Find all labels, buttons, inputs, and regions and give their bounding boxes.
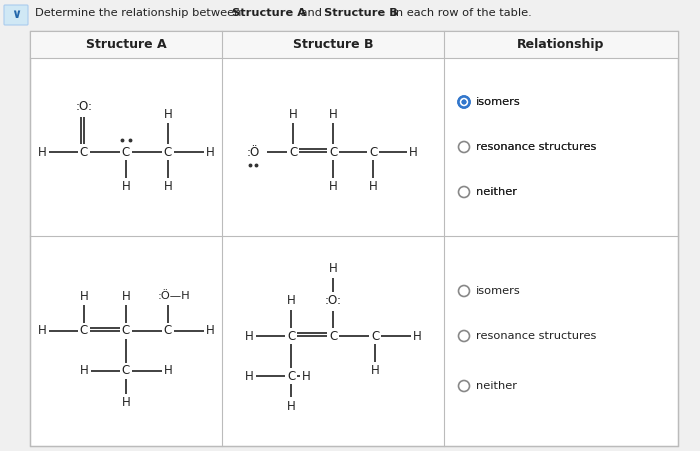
- Circle shape: [458, 97, 470, 107]
- Text: H: H: [369, 180, 377, 193]
- Text: H: H: [80, 364, 88, 377]
- Text: C: C: [122, 146, 130, 158]
- Text: ∨: ∨: [11, 9, 21, 22]
- Text: H: H: [328, 262, 337, 276]
- Text: neither: neither: [476, 187, 517, 197]
- Text: :O:: :O:: [325, 295, 342, 308]
- Circle shape: [458, 381, 470, 391]
- Text: C: C: [329, 146, 337, 158]
- Text: H: H: [38, 146, 46, 158]
- Text: C: C: [371, 330, 379, 342]
- Circle shape: [458, 97, 470, 107]
- Text: resonance structures: resonance structures: [476, 142, 596, 152]
- Text: H: H: [164, 364, 172, 377]
- Text: neither: neither: [476, 381, 517, 391]
- Text: H: H: [288, 107, 298, 120]
- Circle shape: [458, 187, 470, 198]
- Text: C: C: [329, 330, 337, 342]
- Text: H: H: [80, 290, 88, 303]
- Text: Structure A: Structure A: [85, 38, 167, 51]
- Text: H: H: [122, 180, 130, 193]
- Text: H: H: [328, 180, 337, 193]
- Text: H: H: [206, 146, 214, 158]
- Text: C: C: [287, 369, 295, 382]
- Circle shape: [461, 100, 466, 105]
- Circle shape: [461, 100, 466, 105]
- Text: C: C: [289, 146, 297, 158]
- Text: C: C: [122, 364, 130, 377]
- Text: :Ö: :Ö: [246, 146, 260, 158]
- Text: Relationship: Relationship: [517, 38, 605, 51]
- Text: H: H: [302, 369, 310, 382]
- Text: H: H: [122, 290, 130, 303]
- Text: H: H: [409, 146, 417, 158]
- Circle shape: [458, 142, 470, 152]
- Text: in each row of the table.: in each row of the table.: [389, 8, 532, 18]
- Text: C: C: [164, 325, 172, 337]
- Text: resonance structures: resonance structures: [476, 142, 596, 152]
- Text: :O:: :O:: [76, 101, 92, 114]
- Text: C: C: [287, 330, 295, 342]
- FancyBboxPatch shape: [4, 5, 28, 25]
- Text: C: C: [164, 146, 172, 158]
- Text: and: and: [297, 8, 326, 18]
- Text: :Ö—H: :Ö—H: [158, 291, 190, 301]
- Text: H: H: [244, 369, 253, 382]
- Text: H: H: [244, 330, 253, 342]
- Text: Structure B: Structure B: [324, 8, 398, 18]
- Text: H: H: [122, 396, 130, 410]
- Text: C: C: [80, 325, 88, 337]
- Circle shape: [458, 285, 470, 296]
- Text: isomers: isomers: [476, 286, 521, 296]
- Text: H: H: [370, 364, 379, 377]
- Text: H: H: [328, 107, 337, 120]
- Text: isomers: isomers: [476, 97, 521, 107]
- Text: C: C: [80, 146, 88, 158]
- Text: resonance structures: resonance structures: [476, 331, 596, 341]
- Text: neither: neither: [476, 187, 517, 197]
- Text: H: H: [412, 330, 421, 342]
- Bar: [30, 31, 678, 58]
- Text: isomers: isomers: [476, 97, 521, 107]
- Text: H: H: [164, 180, 172, 193]
- Text: Structure A: Structure A: [232, 8, 306, 18]
- Text: Structure B: Structure B: [293, 38, 373, 51]
- Text: H: H: [164, 107, 172, 120]
- Text: C: C: [122, 325, 130, 337]
- Text: H: H: [286, 295, 295, 308]
- Text: H: H: [286, 400, 295, 413]
- Text: H: H: [206, 325, 214, 337]
- Text: Determine the relationship between: Determine the relationship between: [35, 8, 245, 18]
- Circle shape: [458, 331, 470, 341]
- Text: H: H: [38, 325, 46, 337]
- Text: C: C: [369, 146, 377, 158]
